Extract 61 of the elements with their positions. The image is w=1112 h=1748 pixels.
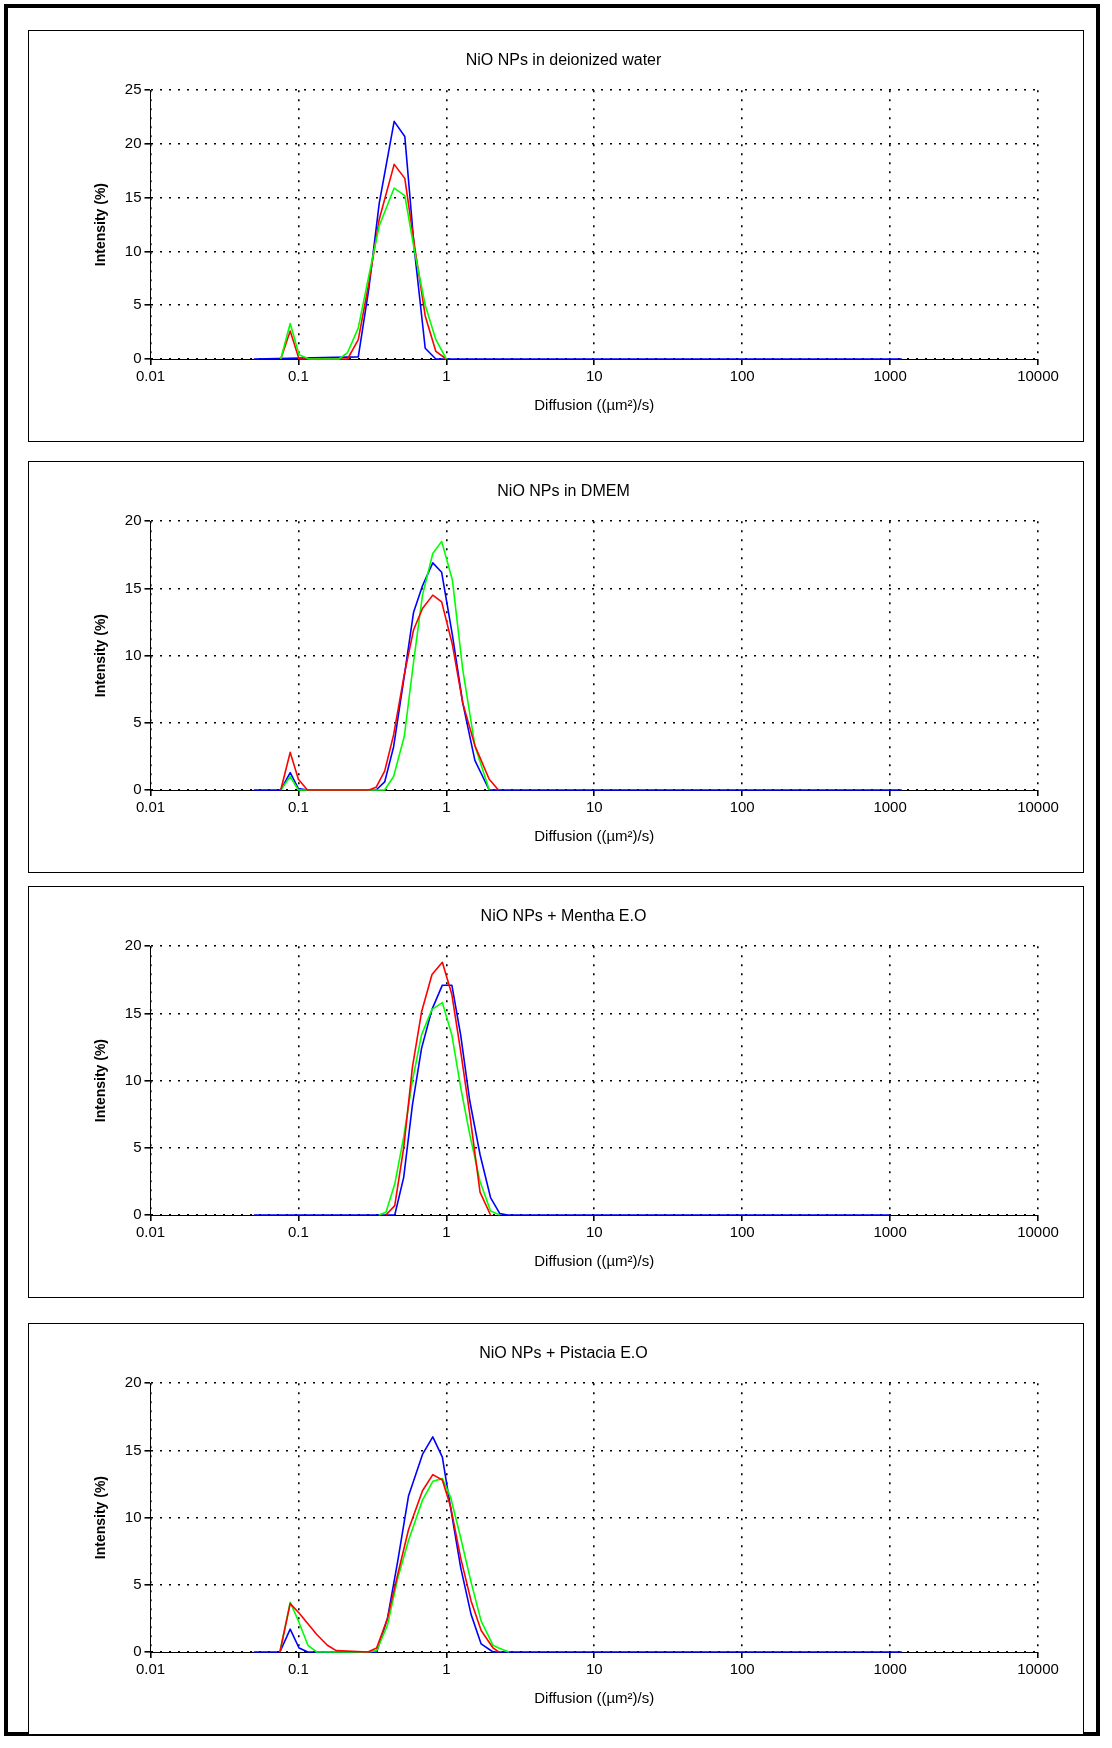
- y-tick-label: 15: [124, 1440, 142, 1458]
- x-tick-label: 10000: [1017, 367, 1059, 385]
- x-tick-label: 0.1: [287, 367, 309, 385]
- y-tick-label: 5: [133, 712, 142, 730]
- y-tick-label: 20: [124, 511, 142, 529]
- x-tick-label: 10000: [1017, 798, 1059, 816]
- x-tick-label: 1000: [873, 1223, 907, 1241]
- y-tick-label: 10: [124, 1070, 142, 1088]
- x-tick-label: 10000: [1017, 1223, 1059, 1241]
- x-tick-label: 10: [585, 798, 603, 816]
- x-tick-label: 1000: [873, 1660, 907, 1678]
- x-axis-title: Diffusion ((µm²)/s): [534, 827, 655, 845]
- y-tick-label: 15: [124, 1003, 142, 1021]
- y-tick-label: 20: [124, 1373, 142, 1391]
- x-axis-title: Diffusion ((µm²)/s): [534, 1252, 655, 1270]
- y-axis-title: Intensity (%): [92, 182, 109, 267]
- x-tick-label: 100: [729, 798, 755, 816]
- chart-title: NiO NPs + Pistacia E.O: [479, 1344, 648, 1362]
- x-tick-label: 1: [442, 798, 451, 816]
- chart-title: NiO NPs in DMEM: [497, 482, 630, 500]
- x-tick-label: 10: [585, 1223, 603, 1241]
- x-tick-label: 0.01: [135, 1223, 166, 1241]
- y-tick-label: 5: [133, 1137, 142, 1155]
- x-tick-label: 100: [729, 1660, 755, 1678]
- x-tick-label: 1: [442, 1223, 451, 1241]
- y-tick-label: 5: [133, 1574, 142, 1592]
- y-tick-label: 0: [133, 349, 142, 367]
- x-tick-label: 10: [585, 367, 603, 385]
- y-tick-label: 25: [124, 80, 142, 98]
- x-axis-title: Diffusion ((µm²)/s): [534, 396, 655, 414]
- y-tick-label: 15: [124, 578, 142, 596]
- x-tick-label: 0.1: [287, 798, 309, 816]
- x-tick-label: 0.01: [135, 367, 166, 385]
- y-tick-label: 10: [124, 1507, 142, 1525]
- x-tick-label: 100: [729, 367, 755, 385]
- y-axis-title: Intensity (%): [92, 613, 109, 698]
- y-axis-title: Intensity (%): [92, 1475, 109, 1560]
- y-tick-label: 0: [133, 1642, 142, 1660]
- y-tick-label: 10: [124, 241, 142, 259]
- x-tick-label: 1: [442, 1660, 451, 1678]
- x-tick-label: 10: [585, 1660, 603, 1678]
- x-tick-label: 1000: [873, 798, 907, 816]
- chart-title: NiO NPs + Mentha E.O: [480, 907, 647, 925]
- chart-title: NiO NPs in deionized water: [465, 51, 662, 69]
- x-tick-label: 10000: [1017, 1660, 1059, 1678]
- x-tick-label: 1: [442, 367, 451, 385]
- y-tick-label: 20: [124, 134, 142, 152]
- x-tick-label: 100: [729, 1223, 755, 1241]
- x-tick-label: 0.1: [287, 1223, 309, 1241]
- x-tick-label: 0.1: [287, 1660, 309, 1678]
- x-tick-label: 0.01: [135, 1660, 166, 1678]
- y-tick-label: 15: [124, 187, 142, 205]
- y-tick-label: 10: [124, 645, 142, 663]
- y-tick-label: 0: [133, 780, 142, 798]
- y-tick-label: 0: [133, 1205, 142, 1223]
- y-tick-label: 20: [124, 936, 142, 954]
- x-axis-title: Diffusion ((µm²)/s): [534, 1689, 655, 1707]
- y-axis-title: Intensity (%): [92, 1038, 109, 1123]
- x-tick-label: 1000: [873, 367, 907, 385]
- y-tick-label: 5: [133, 295, 142, 313]
- x-tick-label: 0.01: [135, 798, 166, 816]
